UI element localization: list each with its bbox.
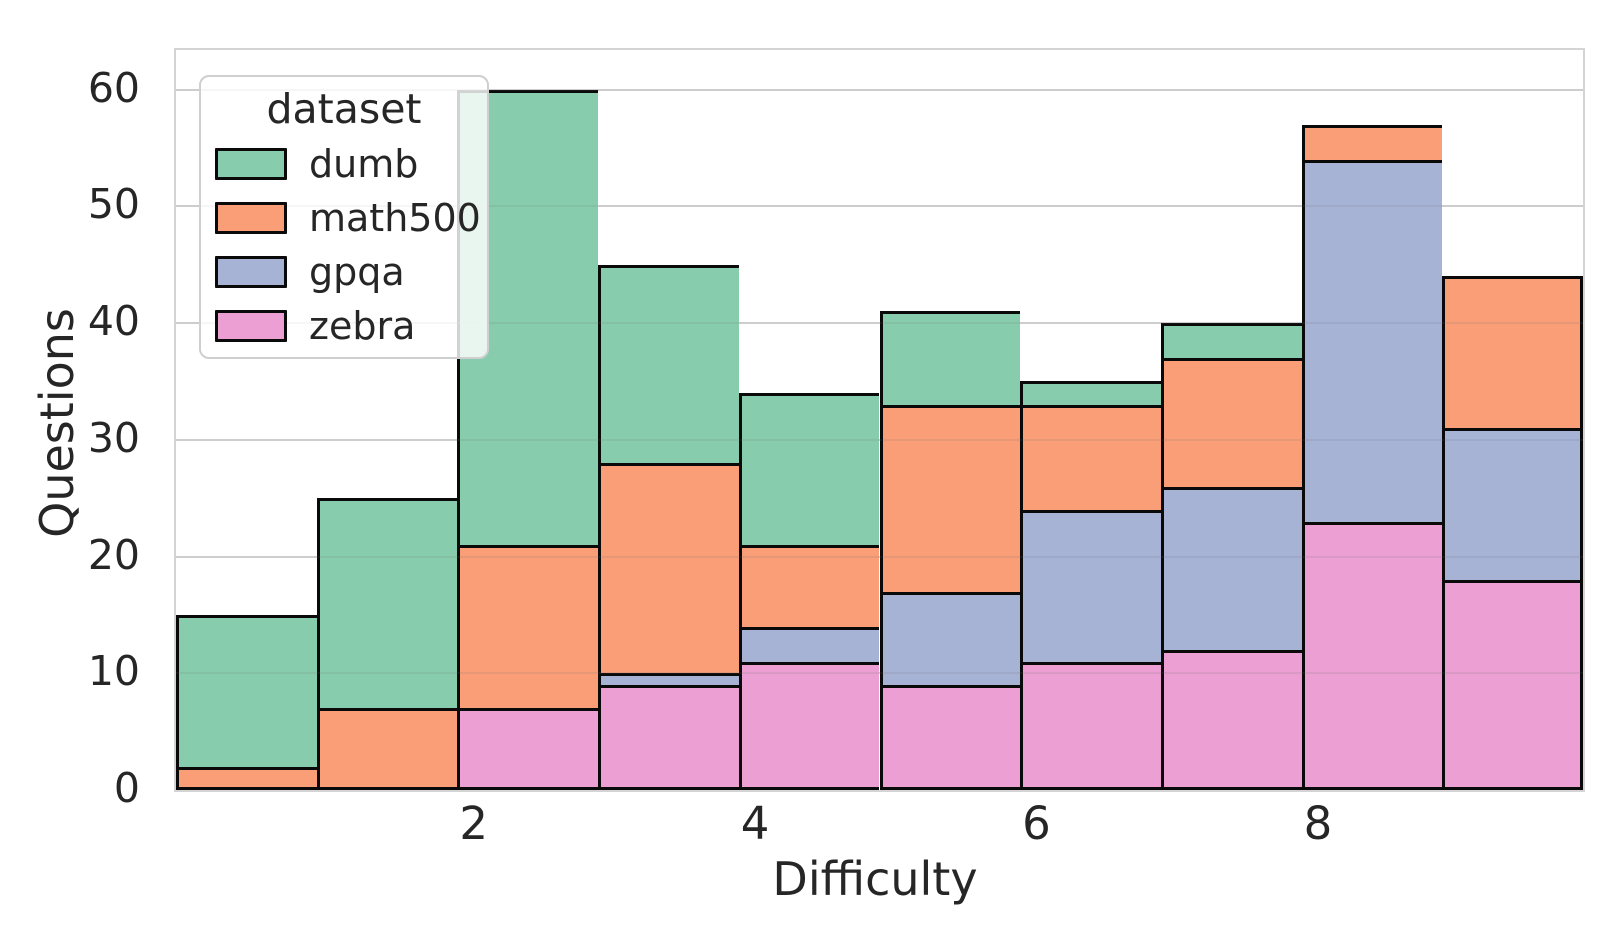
legend-swatch-gpqa — [215, 256, 287, 288]
gridline-y60 — [176, 88, 1583, 91]
legend-label-zebra: zebra — [309, 304, 416, 348]
x-tick-label-2: 2 — [459, 797, 488, 850]
bar-segment-math500-bin-4 — [598, 463, 739, 674]
legend-swatch-zebra — [215, 310, 287, 342]
x-tick-label-4: 4 — [740, 797, 770, 850]
bar-bin-8 — [1160, 50, 1302, 790]
y-tick-label-20: 20 — [87, 530, 140, 579]
bar-segment-dumb-bin-2 — [316, 498, 458, 709]
bar-bin-10 — [1442, 50, 1583, 790]
bar-segment-zebra-bin-8 — [1160, 649, 1302, 790]
y-tick-label-50: 50 — [87, 180, 140, 229]
bar-segment-math500-bin-5 — [738, 544, 880, 627]
bar-segment-dumb-bin-4 — [598, 264, 739, 464]
x-axis-title: Difficulty — [772, 852, 978, 906]
bar-segment-dumb-bin-8 — [1160, 323, 1302, 359]
legend-swatch-math500 — [215, 202, 287, 234]
bar-bin-9 — [1301, 50, 1443, 790]
bar-segment-dumb-bin-1 — [176, 614, 317, 767]
x-tick-label-8: 8 — [1303, 797, 1333, 850]
gridline-y60 — [176, 88, 1583, 91]
bar-bin-6 — [879, 50, 1021, 790]
bar-segment-zebra-bin-7 — [1020, 661, 1161, 790]
gridline-y50 — [176, 205, 1583, 208]
bar-segment-gpqa-bin-5 — [738, 626, 880, 662]
bar-bin-2 — [316, 50, 458, 790]
bar-segment-zebra-bin-4 — [598, 684, 739, 790]
bar-segment-zebra-bin-9 — [1301, 521, 1443, 790]
bar-bin-7 — [1020, 50, 1161, 790]
bar-segment-gpqa-bin-4 — [598, 673, 739, 685]
bar-segment-gpqa-bin-8 — [1160, 486, 1302, 650]
legend-label-dumb: dumb — [309, 142, 419, 186]
legend: dataset dumb math500 gpqa zebra — [199, 75, 489, 359]
bar-segment-math500-bin-10 — [1442, 276, 1583, 429]
gridline-y40 — [176, 322, 1583, 325]
bar-segment-zebra-bin-5 — [738, 661, 880, 790]
y-tick-label-0: 0 — [113, 764, 140, 812]
legend-title: dataset — [266, 85, 422, 133]
bar-segment-dumb-bin-6 — [879, 311, 1021, 405]
bar-segment-gpqa-bin-10 — [1442, 428, 1583, 580]
legend-item-zebra: zebra — [201, 299, 487, 353]
bar-segment-math500-bin-2 — [316, 708, 458, 790]
legend-item-math500: math500 — [201, 191, 487, 245]
bar-segment-math500-bin-1 — [176, 766, 317, 790]
bar-segment-math500-bin-7 — [1020, 404, 1161, 510]
gridline-y20 — [176, 555, 1583, 558]
bar-segment-zebra-bin-6 — [879, 684, 1021, 790]
bar-bin-4 — [598, 50, 739, 790]
y-tick-label-60: 60 — [87, 63, 140, 112]
y-tick-label-10: 10 — [87, 647, 140, 696]
gridline-y10 — [176, 672, 1583, 675]
gridline-y30 — [176, 438, 1583, 441]
bar-segment-zebra-bin-10 — [1442, 579, 1583, 790]
bar-segment-gpqa-bin-9 — [1301, 159, 1443, 522]
bar-segment-gpqa-bin-7 — [1020, 509, 1161, 662]
legend-item-dumb: dumb — [201, 137, 487, 191]
bar-segment-math500-bin-9 — [1301, 124, 1443, 160]
bar-segment-dumb-bin-5 — [738, 393, 880, 545]
legend-label-math500: math500 — [309, 196, 481, 240]
legend-swatch-dumb — [215, 148, 287, 180]
legend-label-gpqa: gpqa — [309, 250, 405, 294]
y-tick-label-30: 30 — [87, 413, 140, 462]
bar-segment-gpqa-bin-6 — [879, 591, 1021, 685]
gridline-y50 — [176, 205, 1583, 208]
bar-bin-5 — [738, 50, 880, 790]
bar-segment-zebra-bin-3 — [457, 708, 599, 790]
x-tick-label-6: 6 — [1022, 797, 1051, 850]
y-tick-label-40: 40 — [87, 297, 140, 346]
bar-bin-1 — [176, 50, 317, 790]
bar-segment-math500-bin-8 — [1160, 358, 1302, 487]
legend-items: dumb math500 gpqa zebra — [201, 137, 487, 353]
bar-segment-dumb-bin-7 — [1020, 381, 1161, 405]
plot-area: dataset dumb math500 gpqa zebra — [174, 48, 1585, 792]
legend-item-gpqa: gpqa — [201, 245, 487, 299]
bar-segment-math500-bin-6 — [879, 404, 1021, 592]
bar-segment-math500-bin-3 — [457, 544, 599, 709]
